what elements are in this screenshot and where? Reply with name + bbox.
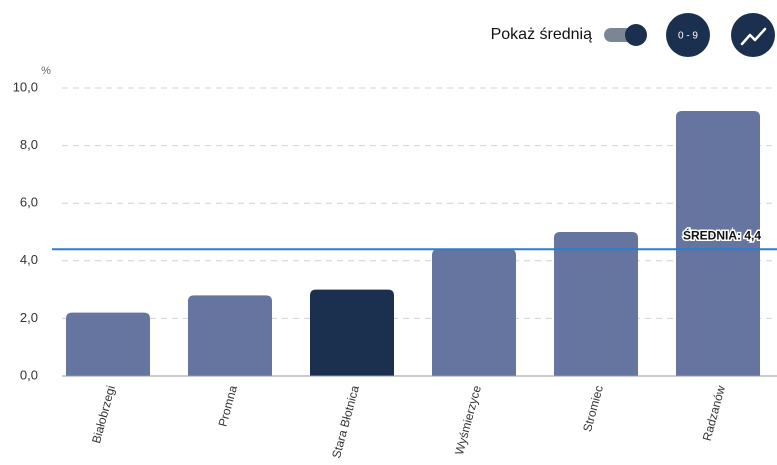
bar <box>66 312 150 376</box>
toggle-knob <box>625 24 647 46</box>
y-tick-label: 0,0 <box>20 367 38 382</box>
bar <box>554 232 638 376</box>
y-tick-label: 4,0 <box>20 252 38 267</box>
y-tick-label: 8,0 <box>20 137 38 152</box>
y-unit: % <box>41 65 51 77</box>
range-button-bg <box>666 13 710 57</box>
x-tick-label: Stara Błotnica <box>329 384 362 460</box>
x-tick-label: Promna <box>216 384 240 429</box>
y-tick-label: 6,0 <box>20 195 38 210</box>
y-tick-label: 10,0 <box>13 79 38 94</box>
bar <box>310 289 394 376</box>
x-tick-label: Wyśmierzyce <box>452 384 484 457</box>
trend-button-bg <box>731 13 775 57</box>
toggle[interactable] <box>604 24 647 46</box>
range-button-label: 0 - 9 <box>678 31 698 42</box>
x-tick-label: Stromiec <box>580 384 606 433</box>
bar <box>432 249 516 376</box>
x-tick-label: Białobrzegi <box>89 384 118 445</box>
range-button[interactable]: 0 - 9 <box>666 13 710 57</box>
toggle-label: Pokaż średnią <box>491 26 592 43</box>
average-label: ŚREDNIA: 4,4 <box>683 227 761 242</box>
x-tick-label: Radzanów <box>700 384 728 443</box>
trend-button[interactable] <box>731 13 775 57</box>
bar <box>676 111 760 376</box>
bar <box>188 295 272 376</box>
trend-icon <box>740 27 767 46</box>
y-tick-label: 2,0 <box>20 310 38 325</box>
